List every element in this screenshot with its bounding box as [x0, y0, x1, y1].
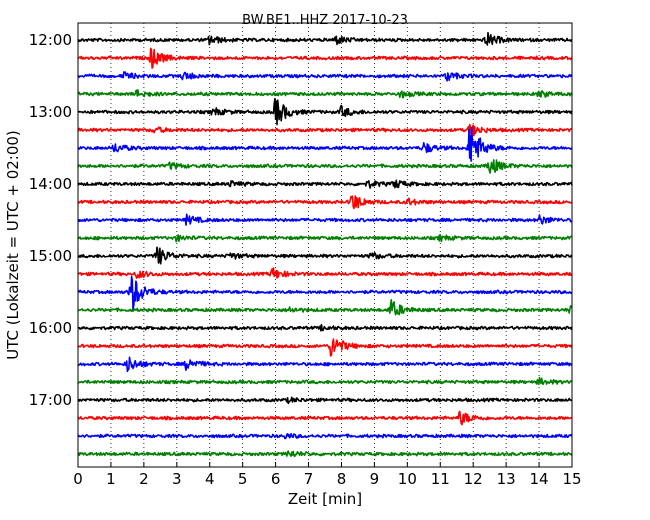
seismic-trace — [77, 450, 573, 458]
seismic-trace — [77, 299, 573, 316]
x-tick-label: 8 — [337, 470, 347, 488]
x-tick-label: 13 — [497, 470, 516, 488]
x-axis: 0 1 2 3 4 5 6 7 8 9 10 11 12 13 14 15 — [73, 462, 582, 488]
seismic-trace — [77, 410, 573, 426]
y-axis-label: UTC (Lokalzeit = UTC + 02:00) — [4, 130, 22, 360]
seismic-trace — [77, 396, 573, 405]
x-tick-label: 9 — [370, 470, 380, 488]
x-tick-label: 3 — [172, 470, 182, 488]
seismic-trace — [77, 323, 573, 332]
seismic-trace — [77, 71, 573, 82]
seismic-trace — [77, 97, 573, 126]
seismic-trace — [77, 246, 573, 265]
y-tick-label: 12:00 — [29, 31, 72, 49]
x-tick-label: 14 — [530, 470, 549, 488]
traces — [77, 31, 573, 458]
seismic-trace — [77, 267, 573, 279]
x-tick-label: 5 — [238, 470, 248, 488]
seismic-trace — [77, 213, 573, 226]
x-tick-label: 7 — [304, 470, 314, 488]
seismic-trace — [77, 275, 573, 310]
x-tick-label: 12 — [464, 470, 483, 488]
seismic-trace — [77, 233, 573, 243]
x-tick-label: 11 — [431, 470, 450, 488]
plot-frame — [77, 22, 573, 468]
seismic-trace — [77, 356, 573, 373]
chart-title: BW.BE1..HHZ 2017-10-23 — [242, 13, 408, 28]
x-axis-label: Zeit [min] — [288, 490, 362, 508]
seismic-trace — [77, 433, 573, 440]
x-tick-label: 10 — [398, 470, 417, 488]
x-tick-label: 1 — [106, 470, 116, 488]
y-tick-label: 17:00 — [29, 391, 72, 409]
x-tick-label: 0 — [73, 470, 83, 488]
x-tick-label: 15 — [562, 470, 581, 488]
y-tick-label: 14:00 — [29, 175, 72, 193]
y-tick-label: 15:00 — [29, 247, 72, 265]
seismic-trace — [77, 338, 573, 357]
x-tick-label: 2 — [139, 470, 149, 488]
seismic-trace — [77, 376, 573, 386]
y-tick-label: 13:00 — [29, 103, 72, 121]
y-tick-label: 16:00 — [29, 319, 72, 337]
y-axis: 12:00 13:00 14:00 15:00 16:00 17:00 — [29, 31, 83, 409]
seismic-trace — [77, 47, 573, 69]
seismic-trace — [77, 31, 573, 46]
seismic-trace — [77, 159, 573, 174]
x-tick-label: 4 — [205, 470, 215, 488]
seismic-trace — [77, 123, 573, 138]
seismic-trace — [77, 89, 573, 99]
x-tick-label: 6 — [271, 470, 281, 488]
seismic-trace — [77, 179, 573, 189]
seismic-trace — [77, 195, 573, 210]
seismic-trace — [77, 126, 573, 162]
